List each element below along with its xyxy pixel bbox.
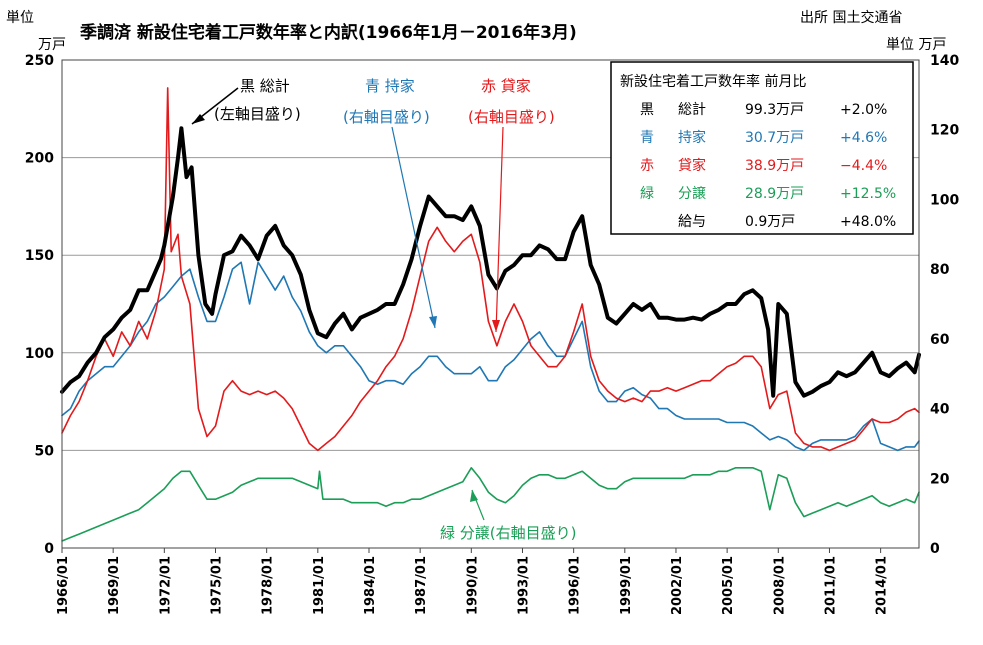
left-tick-label: 100: [25, 346, 54, 362]
right-tick-label: 80: [930, 262, 950, 278]
annotation-owner-arrowhead: [429, 316, 437, 328]
annotation-owner-1: 青 持家: [365, 77, 415, 95]
legend-key: 緑: [640, 186, 654, 202]
chart-title: 季調済 新設住宅着工戸数年率と内訳(1966年1月－2016年3月): [80, 22, 577, 43]
legend-value: 0.9万戸: [745, 214, 795, 230]
right-tick-label: 100: [930, 192, 959, 208]
right-tick-label: 0: [930, 541, 940, 557]
series-line-持家: [61, 261, 920, 452]
annotation-owner-2: (右軸目盛り): [343, 108, 430, 126]
legend-value: 99.3万戸: [745, 102, 804, 118]
annotation-rental-1: 赤 貸家: [481, 77, 531, 95]
legend-change: −4.4%: [840, 158, 887, 174]
x-tick-label: 1984/01: [363, 556, 378, 615]
x-tick-label: 1987/01: [414, 556, 429, 615]
plot-frame: [61, 59, 920, 549]
x-tick-label: 1996/01: [568, 556, 583, 615]
series-layer: [60, 87, 921, 542]
annotation-owner-arrow: [391, 126, 436, 329]
legend-value: 28.9万戸: [745, 186, 804, 202]
left-tick-label: 250: [25, 53, 54, 69]
legend-series-name: 給与: [678, 214, 706, 230]
x-tick-label: 1978/01: [261, 556, 276, 615]
x-tick-label: 2011/01: [823, 556, 838, 615]
legend-series-name: 総計: [678, 102, 706, 118]
x-tick-label: 2008/01: [772, 556, 787, 615]
legend-change: +12.5%: [840, 186, 896, 202]
x-tick-label: 1972/01: [158, 556, 173, 615]
legend-series-name: 貸家: [678, 157, 706, 174]
annotation-total-1: 黒 総計: [240, 77, 290, 95]
x-tick-label: 1990/01: [465, 556, 480, 615]
annotation-total-arrowhead: [192, 114, 205, 124]
left-tick-label: 50: [35, 443, 55, 459]
x-tick-label: 1975/01: [209, 556, 224, 615]
source-label: 出所 国土交通省: [800, 9, 902, 26]
right-tick-label: 40: [930, 402, 950, 418]
left-tick-label: 150: [25, 248, 54, 264]
annotation-rental-2: (右軸目盛り): [468, 108, 555, 126]
legend-series-name: 持家: [678, 129, 706, 146]
legend-frame: [610, 61, 914, 235]
right-tick-label: 120: [930, 123, 959, 139]
right-tick-label: 60: [930, 332, 950, 348]
left-axis-ticks: 0 50 100 150 200 250: [25, 53, 54, 557]
x-tick-label: 2005/01: [721, 556, 736, 615]
right-tick-label: 20: [930, 471, 950, 487]
left-unit-label-2: 万戸: [38, 37, 66, 53]
annotation-subdivision-arrowhead: [470, 490, 478, 502]
annotation-rental-arrowhead: [492, 320, 500, 332]
x-axis-ticks: 1966/01 1969/01 1972/01 1975/01 1978/01 1981/…: [56, 548, 890, 615]
x-tick-label: 1999/01: [619, 556, 634, 615]
left-tick-label: 0: [44, 541, 54, 557]
legend-key: 赤: [640, 158, 654, 174]
legend-rows: 黒 総計 99.3万戸 +2.0% 青 持家 30.7万戸 +4.6% 赤 貸家 38.9万戸 −4.…: [640, 102, 896, 230]
right-axis-ticks: 0 20 40 60 80 100 120 140: [930, 53, 959, 557]
legend-value: 38.9万戸: [745, 158, 804, 174]
legend-header: 新設住宅着工戸数年率 前月比: [620, 73, 806, 90]
series-line-分譲: [61, 467, 920, 542]
annotation-subdivision: 緑 分譲(右軸目盛り): [440, 524, 576, 542]
left-tick-label: 200: [25, 151, 54, 167]
legend-value: 30.7万戸: [745, 130, 804, 146]
legend-change: +4.6%: [840, 130, 887, 146]
x-tick-label: 1969/01: [107, 556, 122, 615]
left-unit-label: 単位: [6, 10, 34, 26]
x-tick-label: 1966/01: [56, 556, 71, 615]
legend-key: 黒: [640, 102, 654, 118]
x-tick-label: 2002/01: [670, 556, 685, 615]
legend-key: 青: [640, 130, 654, 146]
x-tick-label: 1981/01: [312, 556, 327, 615]
legend-change: +2.0%: [840, 102, 887, 118]
x-tick-label: 1993/01: [516, 556, 531, 615]
annotation-total-2: (左軸目盛り): [214, 105, 301, 123]
legend-box: 新設住宅着工戸数年率 前月比 黒 総計 99.3万戸 +2.0% 青 持家 30.7万戸 +4…: [610, 61, 914, 235]
right-tick-label: 140: [930, 53, 959, 69]
x-tick-label: 2014/01: [875, 556, 890, 615]
series-line-総計: [60, 126, 921, 398]
right-unit-label: 単位 万戸: [886, 37, 946, 53]
legend-change: +48.0%: [840, 214, 896, 230]
series-line-貸家: [61, 87, 920, 452]
legend-series-name: 分譲: [678, 186, 706, 202]
annotation-rental-arrow: [495, 126, 504, 333]
